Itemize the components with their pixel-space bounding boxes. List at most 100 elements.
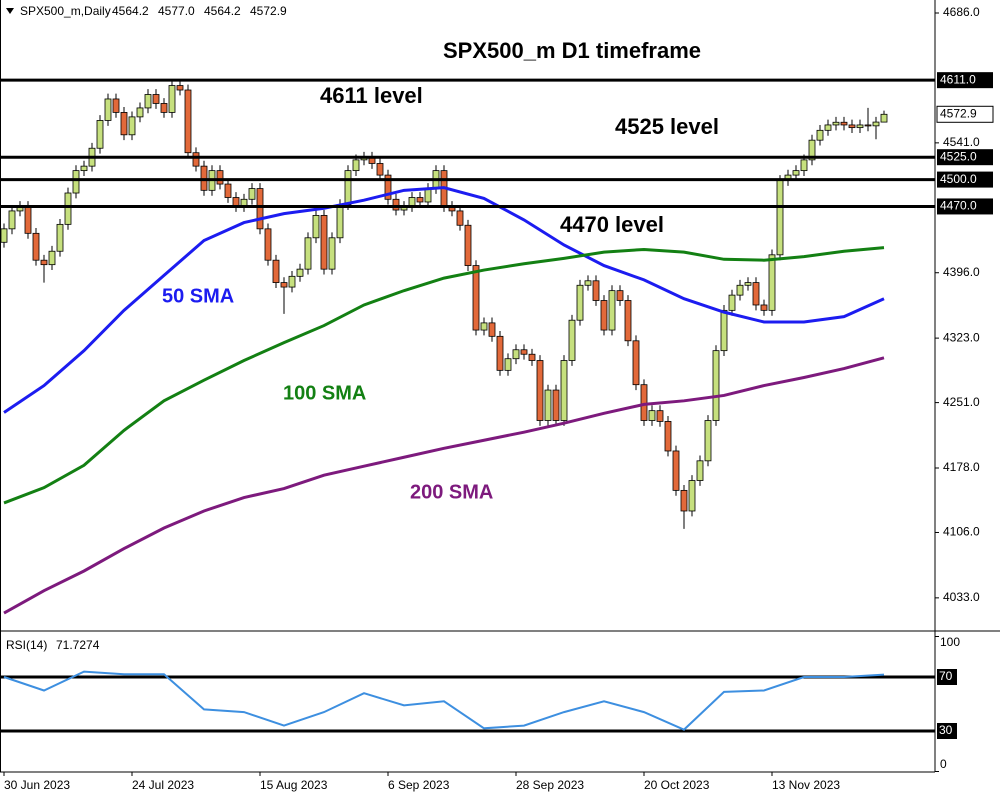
candle-body — [600, 300, 608, 331]
candle-body — [216, 170, 224, 185]
candle-body — [64, 192, 72, 225]
candle-body — [224, 183, 232, 198]
header-ohlc: 4577.0 — [158, 4, 195, 18]
candle-body — [560, 360, 568, 421]
candle-body — [328, 237, 336, 270]
sma-label: 50 SMA — [162, 285, 234, 307]
y-tick-label: 4323.0 — [943, 330, 980, 344]
candle-body — [160, 103, 168, 113]
x-tick-label: 28 Sep 2023 — [516, 778, 584, 792]
candle-body — [280, 282, 288, 288]
candle-body — [880, 113, 888, 123]
candle-body — [824, 124, 832, 131]
candle-body — [616, 290, 624, 301]
candle-body — [728, 294, 736, 311]
candle-body — [680, 489, 688, 512]
chart-title: SPX500_m D1 timeframe — [443, 38, 701, 63]
level-label: 4525.0 — [940, 149, 977, 163]
x-tick-label: 13 Nov 2023 — [772, 778, 840, 792]
candle-body — [24, 206, 32, 234]
rsi-level-label: 70 — [939, 669, 953, 683]
candle-body — [288, 275, 296, 288]
level-box — [937, 198, 993, 215]
rsi-line — [3, 670, 885, 731]
rsi-level-label: 30 — [939, 723, 953, 737]
candle-body — [104, 98, 112, 121]
sma-line — [3, 246, 885, 505]
level-label: 4611.0 — [940, 72, 976, 86]
candle-body — [344, 170, 352, 206]
candle-body — [96, 120, 104, 149]
candle-body — [664, 421, 672, 452]
x-tick-label: 15 Aug 2023 — [260, 778, 328, 792]
candle-body — [536, 360, 544, 421]
candle-body — [320, 215, 328, 270]
candle-body — [136, 107, 144, 118]
candle-body — [768, 254, 776, 311]
candle-body — [608, 290, 616, 331]
candle-body — [568, 319, 576, 361]
candle-body — [32, 232, 40, 261]
symbol: SPX500_m,Daily — [20, 4, 111, 18]
candle-body — [552, 389, 560, 421]
y-tick-label: 4033.0 — [943, 590, 980, 604]
candle-body — [352, 159, 360, 172]
candle-body — [736, 284, 744, 296]
candle-body — [528, 353, 536, 361]
y-tick-label: 4251.0 — [943, 395, 980, 409]
header-ohlc: 4564.2 — [204, 4, 241, 18]
x-tick-label: 30 Jun 2023 — [4, 778, 70, 792]
candle-body — [128, 116, 136, 136]
candle-body — [592, 280, 600, 301]
candle-body — [752, 282, 760, 306]
y-tick-label: 4541.0 — [943, 135, 980, 149]
candle-body — [376, 163, 384, 176]
candle-body — [120, 112, 128, 136]
candle-body — [760, 304, 768, 311]
candle-body — [696, 460, 704, 481]
candle-body — [856, 124, 864, 129]
candle-body — [56, 223, 64, 252]
level-annotation: 4470 level — [560, 212, 664, 237]
sma-label: 200 SMA — [410, 481, 493, 503]
level-box — [937, 149, 993, 166]
candle-body — [520, 349, 528, 355]
y-tick-label: 4686.0 — [943, 5, 980, 19]
candle-body — [744, 282, 752, 286]
candle-body — [576, 284, 584, 321]
candle-body — [544, 389, 552, 421]
candle-body — [800, 159, 808, 172]
rsi-name: RSI(14) — [6, 638, 47, 652]
candle-body — [48, 250, 56, 266]
level-label: 4470.0 — [940, 199, 977, 213]
candle-body — [776, 180, 784, 256]
x-tick-label: 24 Jul 2023 — [132, 778, 194, 792]
candle-body — [176, 85, 184, 91]
candle-body — [472, 265, 480, 331]
candle-body — [704, 420, 712, 462]
candle-body — [792, 170, 800, 176]
candle-body — [848, 124, 856, 129]
level-annotation: 4611 level — [320, 83, 423, 108]
x-tick-label: 20 Oct 2023 — [644, 778, 710, 792]
candle-body — [336, 204, 344, 239]
candle-body — [80, 165, 88, 172]
candle-body — [648, 410, 656, 421]
header-ohlc: 4572.9 — [250, 4, 287, 18]
candle-body — [504, 358, 512, 371]
rsi-tick-label: 100 — [940, 635, 960, 649]
level-annotation: 4525 level — [615, 114, 719, 139]
header-ohlc: 4564.2 — [112, 4, 149, 18]
x-tick-label: 6 Sep 2023 — [388, 778, 450, 792]
candle-body — [424, 188, 432, 203]
candle-body — [496, 335, 504, 371]
rsi-value: 71.7274 — [56, 638, 100, 652]
candle-body — [832, 121, 840, 126]
rsi-level-box — [937, 723, 957, 739]
candle-body — [384, 174, 392, 200]
candle-body — [168, 85, 176, 113]
candle-body — [304, 237, 312, 270]
candle-body — [864, 124, 872, 127]
candle-body — [672, 450, 680, 491]
candle-body — [656, 410, 664, 422]
